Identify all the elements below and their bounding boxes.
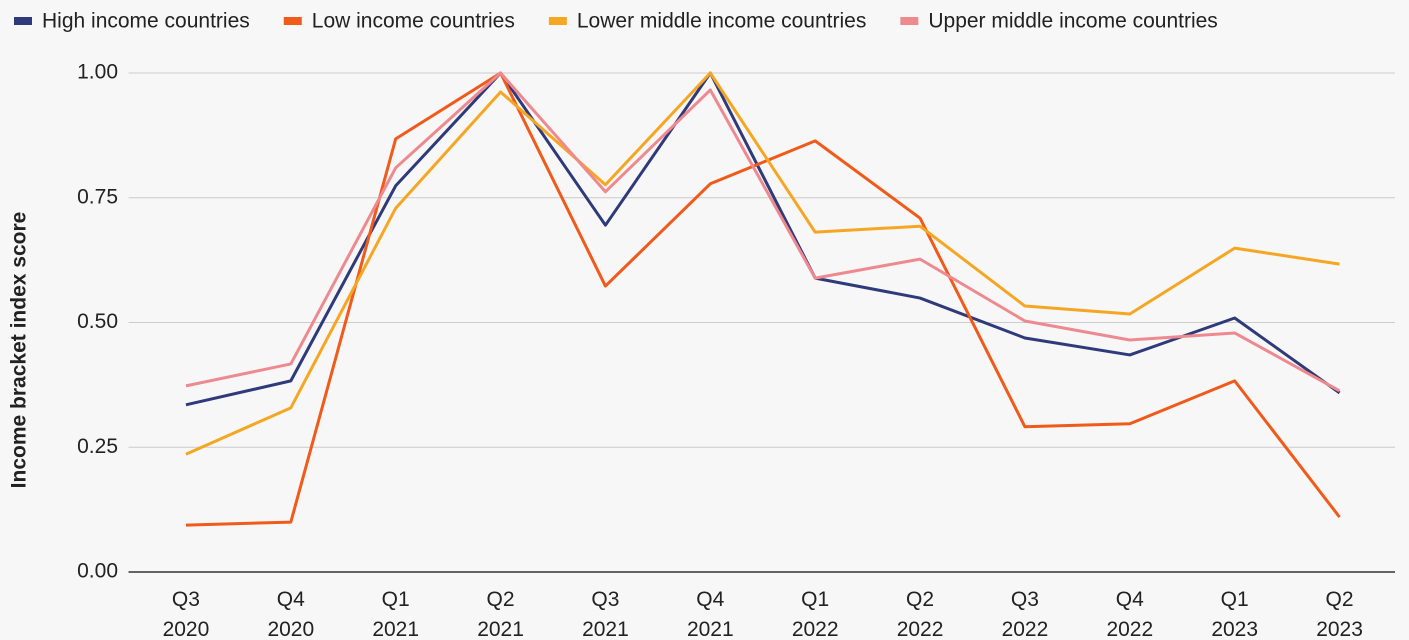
x-tick-label: Q2 2022 (897, 588, 944, 640)
y-axis-label: Income bracket index score (8, 212, 31, 489)
series-line (185, 71, 1341, 527)
legend-swatch (14, 17, 32, 25)
y-tick-label: 0.25 (77, 435, 118, 458)
y-tick-label: 0.50 (77, 310, 118, 333)
x-tick-label: Q4 2022 (1106, 588, 1153, 640)
x-tick-label: Q1 2021 (372, 588, 419, 640)
y-tick-label: 1.00 (77, 61, 118, 84)
legend-label: Upper middle income countries (928, 10, 1217, 33)
legend-swatch (548, 17, 567, 25)
x-tick-label: Q1 2023 (1211, 588, 1258, 640)
series-line (185, 71, 1341, 407)
x-tick-label: Q4 2020 (267, 588, 314, 640)
y-tick-label: 0.75 (77, 185, 118, 208)
y-tick-label: 0.00 (77, 560, 118, 583)
legend-label: Low income countries (312, 10, 515, 33)
x-tick-label: Q4 2021 (687, 588, 734, 640)
legend-item: Low income countries (283, 10, 515, 33)
x-tick-label: Q3 2021 (582, 588, 629, 640)
x-tick-label: Q2 2023 (1316, 588, 1363, 640)
legend-swatch (900, 17, 919, 25)
legend-label: High income countries (42, 10, 250, 33)
legend-item: Upper middle income countries (900, 10, 1218, 33)
series-line (185, 71, 1341, 393)
series-line (185, 71, 1340, 456)
x-tick-label: Q3 2022 (1002, 588, 1049, 640)
legend-item: High income countries (14, 10, 250, 33)
legend-item: Lower middle income countries (548, 10, 866, 33)
x-tick-label: Q1 2022 (792, 588, 839, 640)
x-tick-label: Q2 2021 (477, 588, 524, 640)
legend-swatch (283, 17, 302, 25)
legend-label: Lower middle income countries (577, 10, 866, 33)
x-tick-label: Q3 2020 (163, 588, 210, 640)
